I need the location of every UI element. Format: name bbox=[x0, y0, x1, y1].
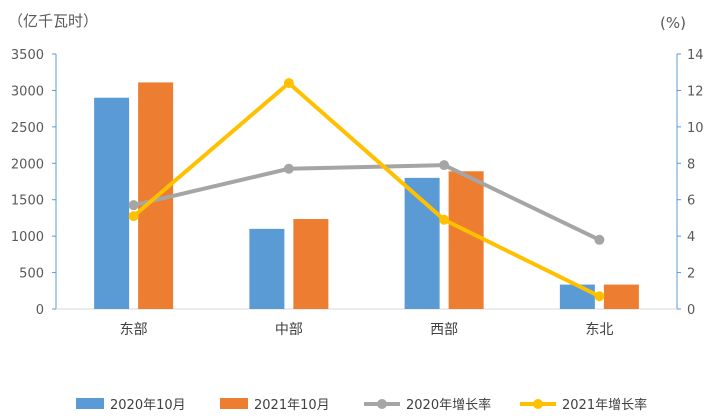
legend-label: 2020年10月 bbox=[110, 398, 186, 413]
right-tick-label: 2 bbox=[687, 267, 695, 282]
category-label: 东部 bbox=[120, 322, 148, 338]
left-tick-label: 3000 bbox=[11, 84, 44, 99]
legend-label: 2021年增长率 bbox=[562, 397, 647, 413]
bar-2020年10月-西部 bbox=[404, 177, 440, 309]
left-tick-label: 3500 bbox=[11, 48, 44, 63]
category-label: 西部 bbox=[430, 322, 458, 338]
bar-2021年10月-中部 bbox=[293, 219, 329, 309]
legend-swatch bbox=[220, 398, 248, 409]
right-tick-label: 4 bbox=[687, 230, 695, 245]
right-tick-label: 12 bbox=[687, 84, 704, 99]
right-tick-label: 0 bbox=[687, 303, 695, 318]
legend-swatch bbox=[76, 398, 104, 409]
point-2020年增长率-东部 bbox=[128, 200, 139, 211]
category-label: 中部 bbox=[275, 322, 303, 338]
left-axis-unit: （亿千瓦时） bbox=[8, 12, 98, 30]
right-tick-label: 14 bbox=[687, 48, 704, 63]
point-2021年增长率-西部 bbox=[439, 214, 450, 225]
point-2020年增长率-西部 bbox=[439, 160, 450, 171]
left-tick-label: 0 bbox=[36, 303, 44, 318]
point-2020年增长率-东北 bbox=[594, 234, 605, 245]
point-2020年增长率-中部 bbox=[283, 163, 294, 174]
legend-label: 2020年增长率 bbox=[406, 397, 491, 413]
point-2021年增长率-中部 bbox=[283, 78, 294, 89]
line-2020年增长率 bbox=[133, 163, 601, 242]
left-tick-label: 2500 bbox=[11, 121, 44, 136]
right-tick-label: 6 bbox=[687, 194, 695, 209]
category-label: 东北 bbox=[585, 322, 613, 338]
line-2021年增长率 bbox=[132, 81, 601, 299]
legend-marker bbox=[377, 399, 387, 409]
left-tick-label: 1500 bbox=[11, 194, 44, 209]
legend-label: 2021年10月 bbox=[254, 398, 330, 413]
left-tick-label: 1000 bbox=[11, 230, 44, 245]
bar-2020年10月-东北 bbox=[559, 284, 595, 309]
bar-2020年10月-东部 bbox=[94, 97, 130, 309]
left-tick-label: 500 bbox=[19, 267, 44, 282]
right-axis-unit: (%) bbox=[660, 14, 686, 32]
legend-marker bbox=[533, 399, 543, 409]
left-tick-label: 2000 bbox=[11, 157, 44, 172]
bar-2021年10月-西部 bbox=[448, 171, 484, 309]
bar-2021年10月-东北 bbox=[603, 284, 639, 309]
bar-2020年10月-中部 bbox=[249, 228, 285, 309]
right-tick-label: 10 bbox=[687, 121, 704, 136]
right-tick-label: 8 bbox=[687, 157, 695, 172]
point-2021年增长率-东北 bbox=[594, 291, 605, 302]
point-2021年增长率-东部 bbox=[128, 211, 139, 222]
